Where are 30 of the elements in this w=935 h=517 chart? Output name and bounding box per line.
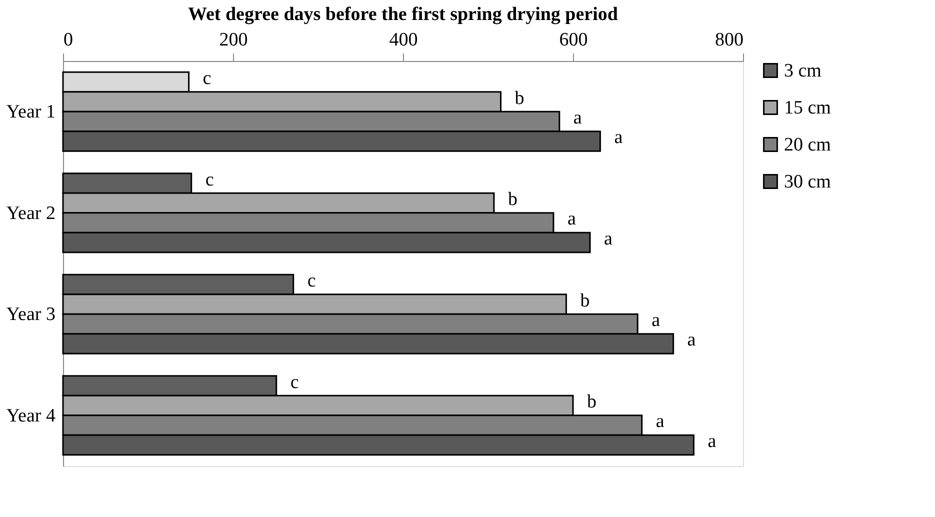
y-tick-label: Year 4 [6,405,56,426]
data-label: b [580,290,590,312]
legend-label: 15 cm [784,98,832,118]
x-tick-label: 0 [64,30,73,50]
data-label: a [573,107,582,128]
legend-label: 3 cm [784,60,822,82]
chart-title: Wet degree days before the first spring drying period [188,4,618,25]
data-label: c [202,68,212,90]
data-label: a [687,330,696,351]
y-tick-label: Year 1 [6,102,56,123]
data-label: a [614,127,624,148]
x-tick-label: 200 [219,30,248,50]
x-tick-label: 400 [389,30,418,50]
data-label: a [652,310,661,331]
y-tick-label: Year 2 [6,202,56,224]
data-label: b [514,88,524,109]
legend-label: 30 cm [784,172,832,192]
data-label: c [290,372,299,393]
data-label: a [656,411,665,432]
y-tick-label: Year 3 [6,304,56,326]
x-tick-label: 600 [559,30,588,50]
data-label: a [708,430,717,452]
x-tick-label: 800 [715,30,744,50]
data-label: b [587,392,596,413]
legend-label: 20 cm [784,134,832,156]
data-label: c [307,270,316,292]
data-label: a [604,228,613,250]
data-label: c [205,169,214,190]
data-label: a [567,208,576,230]
data-label: b [508,189,518,210]
